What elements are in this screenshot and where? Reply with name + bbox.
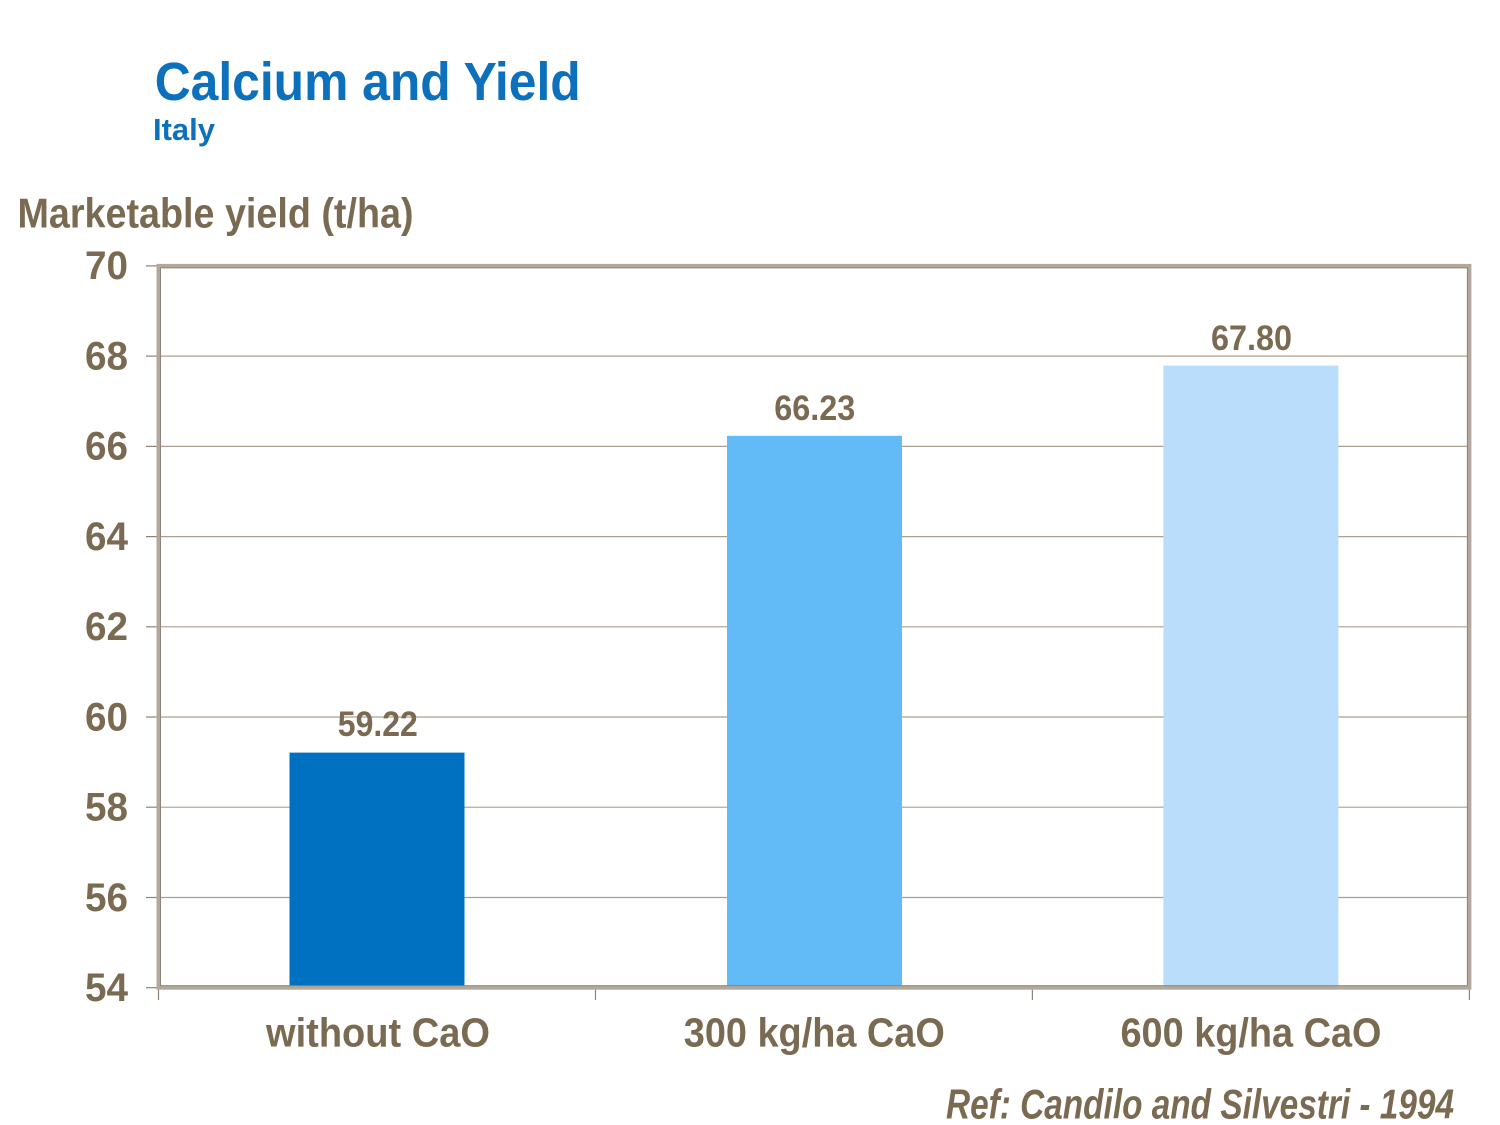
svg-text:300 kg/ha CaO: 300 kg/ha CaO <box>684 1010 945 1056</box>
svg-text:58: 58 <box>85 786 128 830</box>
svg-text:66.23: 66.23 <box>774 388 855 428</box>
svg-text:70: 70 <box>85 244 128 288</box>
svg-text:59.22: 59.22 <box>338 704 418 744</box>
svg-text:Ref: Candilo and Silvestri - 1: Ref: Candilo and Silvestri - 1994 <box>946 1081 1454 1125</box>
svg-text:without CaO: without CaO <box>265 1010 490 1056</box>
svg-text:67.80: 67.80 <box>1211 318 1292 358</box>
svg-text:600 kg/ha CaO: 600 kg/ha CaO <box>1121 1010 1382 1056</box>
svg-text:Marketable yield (t/ha): Marketable yield (t/ha) <box>18 190 414 237</box>
svg-text:64: 64 <box>85 515 128 559</box>
svg-text:56: 56 <box>85 876 128 920</box>
svg-text:54: 54 <box>85 966 128 1010</box>
svg-text:62: 62 <box>85 605 128 649</box>
svg-text:60: 60 <box>85 695 128 739</box>
svg-text:Italy: Italy <box>153 112 216 147</box>
svg-text:66: 66 <box>85 425 128 469</box>
svg-text:68: 68 <box>85 334 128 378</box>
svg-text:Calcium and Yield: Calcium and Yield <box>155 52 581 112</box>
